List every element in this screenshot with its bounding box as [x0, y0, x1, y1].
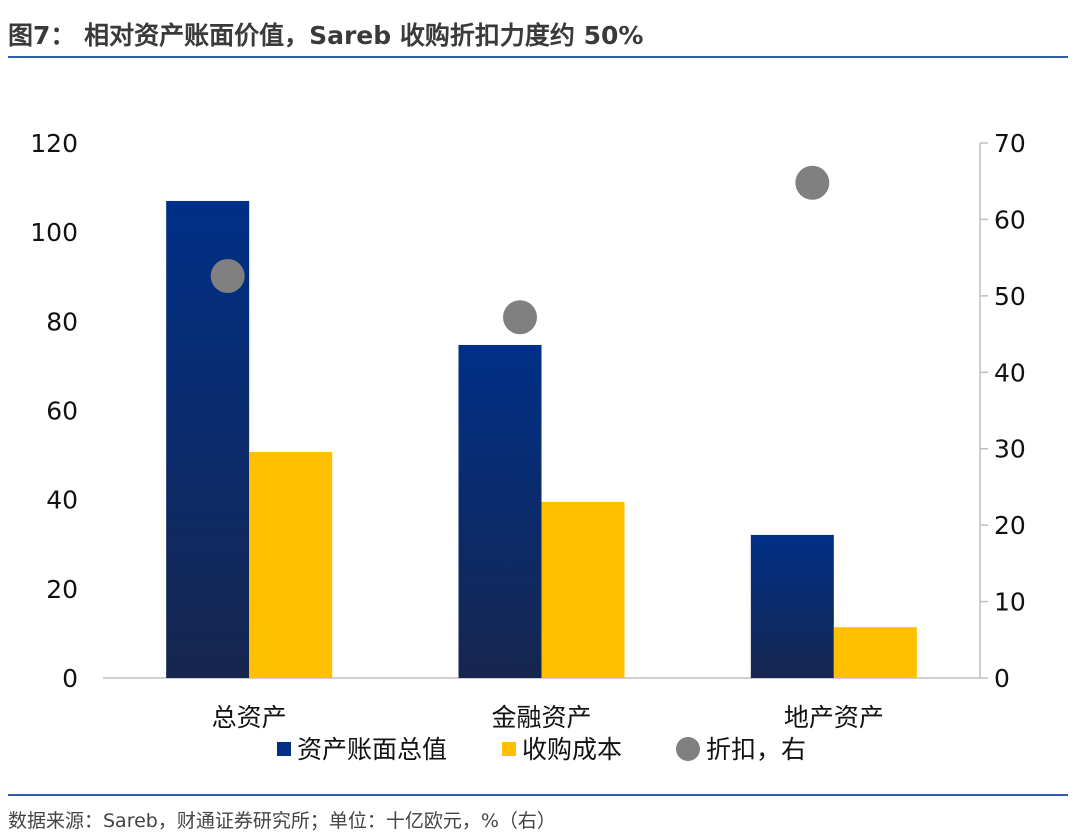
- chart: 0 20 40 60 80 100 120 0 10 20 30 40 50 60 70 总资产 金融资产 地产资…: [30, 129, 1026, 764]
- left-tick-label: 20: [46, 575, 78, 604]
- legend-label: 资产账面总值: [297, 735, 447, 764]
- chart-title: 图7： 相对资产账面价值，Sareb 收购折扣力度约 50%: [8, 21, 644, 50]
- right-tick-label: 60: [994, 205, 1026, 234]
- legend-swatch: [676, 737, 700, 761]
- legend-label: 折扣，右: [706, 735, 806, 764]
- bar-book-value: [750, 534, 834, 678]
- bar-acquisition-cost: [833, 627, 917, 678]
- discount-point: [210, 258, 245, 293]
- title-divider: [8, 56, 1068, 58]
- legend-swatch: [277, 742, 291, 756]
- right-tick-label: 40: [994, 358, 1026, 387]
- bar-book-value: [458, 344, 542, 678]
- category-label: 总资产: [212, 703, 287, 732]
- left-tick-label: 40: [46, 486, 78, 515]
- left-tick-label: 120: [30, 129, 78, 158]
- bar-acquisition-cost: [541, 501, 625, 678]
- right-tick-label: 20: [994, 511, 1026, 540]
- legend-swatch: [502, 742, 516, 756]
- right-tick-label: 0: [994, 664, 1010, 693]
- category-label: 地产资产: [784, 703, 884, 732]
- category-label: 金融资产: [491, 703, 591, 732]
- discount-point: [503, 300, 537, 335]
- left-tick-label: 100: [30, 218, 78, 247]
- right-tick-label: 50: [994, 282, 1026, 311]
- source-divider: [8, 794, 1068, 796]
- right-tick-label: 30: [994, 435, 1026, 464]
- right-tick-label: 10: [994, 588, 1026, 617]
- right-tick-label: 70: [994, 129, 1026, 158]
- left-tick-label: 0: [62, 664, 78, 693]
- bar-acquisition-cost: [249, 451, 333, 678]
- left-tick-label: 60: [46, 397, 78, 426]
- source-note: 数据来源：Sareb，财通证券研究所；单位：十亿欧元，%（右）: [8, 810, 556, 832]
- legend-label: 收购成本: [522, 735, 622, 764]
- left-tick-label: 80: [46, 307, 78, 336]
- discount-point: [795, 165, 830, 200]
